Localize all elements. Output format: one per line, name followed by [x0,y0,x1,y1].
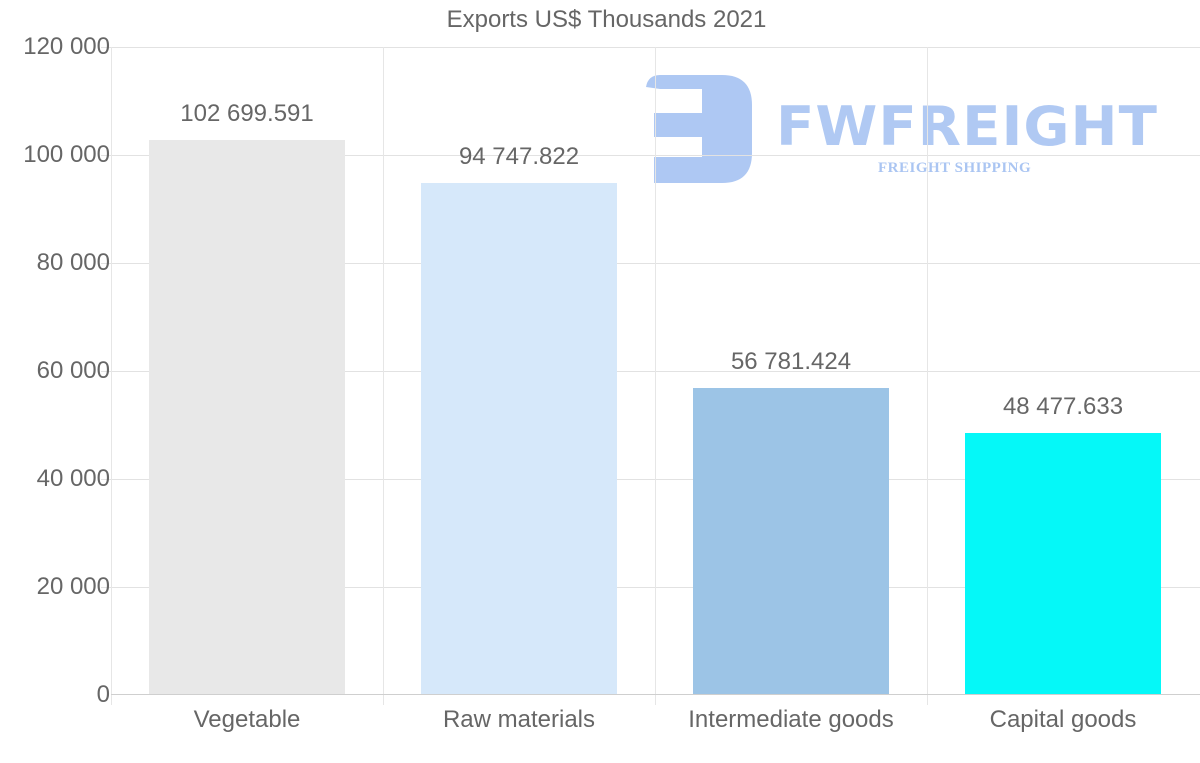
plot-area: 102 699.591 94 747.822 56 781.424 48 477… [101,47,1200,705]
xlabel-capital-goods: Capital goods [989,706,1137,733]
y-axis-line [111,47,112,705]
fwfreight-watermark: FWFREIGHT FREIGHT SHIPPING [646,73,1166,193]
ytick-80000: 80 000 [36,249,110,276]
value-label-intermediate-goods: 56 781.424 [730,348,852,375]
vgrid-1 [383,47,384,705]
gridline-60000 [101,371,1200,372]
gridline-120000 [101,47,1200,48]
fwfreight-logo-icon [646,75,752,183]
ytick-20000: 20 000 [36,573,110,600]
xlabel-vegetable: Vegetable [193,706,301,733]
xlabel-raw-materials: Raw materials [442,706,596,733]
ytick-100000: 100 000 [23,141,110,168]
chart-title: Exports US$ Thousands 2021 [446,6,767,33]
value-label-vegetable: 102 699.591 [180,100,314,127]
bar-vegetable[interactable] [149,140,345,695]
ytick-120000: 120 000 [23,33,110,60]
vgrid-2 [655,47,656,705]
bar-intermediate-goods[interactable] [693,388,889,695]
bar-raw-materials[interactable] [421,183,617,695]
gridline-80000 [101,263,1200,264]
x-axis-line [111,694,1200,695]
value-label-capital-goods: 48 477.633 [1002,393,1124,420]
ytick-60000: 60 000 [36,357,110,384]
value-label-raw-materials: 94 747.822 [458,143,580,170]
gridline-20000 [101,587,1200,588]
ytick-40000: 40 000 [36,465,110,492]
gridline-100000 [101,155,1200,156]
xlabel-intermediate-goods: Intermediate goods [688,706,894,733]
ytick-0: 0 [96,681,110,708]
gridline-40000 [101,479,1200,480]
watermark-tagline: FREIGHT SHIPPING [878,160,1032,176]
vgrid-3 [927,47,928,705]
watermark-brand: FWFREIGHT [776,95,1158,158]
bar-capital-goods[interactable] [965,433,1161,695]
